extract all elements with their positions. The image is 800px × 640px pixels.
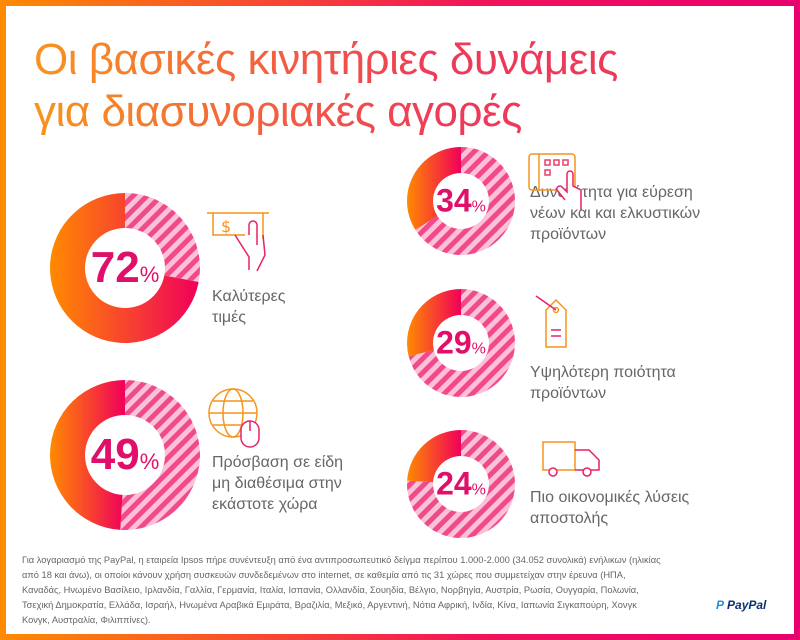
percent-value: 34 xyxy=(436,182,472,219)
percent-unit: % xyxy=(471,340,486,358)
driver-label-line: τιμές xyxy=(212,309,246,326)
paypal-logo-text: PayPal xyxy=(727,598,767,612)
driver-label-line: προϊόντων xyxy=(530,385,607,402)
driver-label-line: Πρόσβαση σε είδη xyxy=(212,454,344,471)
paypal-logo-icon: P xyxy=(716,598,725,612)
donut-segment xyxy=(49,193,199,344)
price-tag-icon xyxy=(535,295,567,348)
driver-label: Υψηλότερη ποιότητα προϊόντων xyxy=(530,362,676,404)
driver-label: Καλύτερες τιμές xyxy=(212,286,286,328)
driver-label-line: Καλύτερες xyxy=(212,288,286,305)
percent-unit: % xyxy=(139,449,160,474)
delivery-truck-icon xyxy=(542,441,600,477)
driver-label-line: Υψηλότερη ποιότητα xyxy=(530,364,676,381)
percent-value: 24 xyxy=(436,465,472,502)
percent-unit: % xyxy=(471,198,486,216)
donut-segment xyxy=(407,430,461,483)
hand-holding-dollar-card-icon: $ xyxy=(207,212,269,272)
percent-label: 72% xyxy=(91,243,160,293)
percent-value: 72 xyxy=(90,243,140,292)
footnote: Για λογαριασμό της PayPal, η εταιρεία Ip… xyxy=(22,555,661,625)
donut-remainder xyxy=(415,147,516,255)
globe-mouse-icon xyxy=(208,388,260,448)
donut-remainder xyxy=(408,289,515,398)
tablet-touch-icon xyxy=(528,153,582,210)
donut-remainder xyxy=(407,430,516,538)
driver-label-line: Πιο οικονομικές λύσεις xyxy=(530,489,690,506)
driver-label: Πρόσβαση σε είδη μη διαθέσιμα στην εκάστοτ… xyxy=(212,452,343,515)
donut-segment xyxy=(407,147,461,230)
percent-label: 24% xyxy=(436,466,486,503)
percent-value: 49 xyxy=(90,430,140,479)
driver-label-line: μη διαθέσιμα στην xyxy=(212,475,342,492)
percent-label: 29% xyxy=(436,325,486,362)
percent-label: 49% xyxy=(91,430,160,480)
driver-label-line: προϊόντων xyxy=(530,226,607,243)
driver-label: Πιο οικονομικές λύσεις αποστολής xyxy=(530,487,689,529)
donut-segment xyxy=(406,289,461,357)
donut-remainder xyxy=(125,193,200,283)
driver-label-line: νέων και και ελκυστικών xyxy=(530,205,701,222)
percent-value: 29 xyxy=(436,324,472,361)
percent-unit: % xyxy=(471,481,486,499)
percent-unit: % xyxy=(139,262,160,287)
donut-segment xyxy=(49,380,125,530)
percent-label: 34% xyxy=(436,183,486,220)
driver-label-line: αποστολής xyxy=(530,510,609,527)
donut-remainder xyxy=(120,380,200,530)
svg-text:$: $ xyxy=(221,217,231,236)
paypal-logo: P PayPal xyxy=(716,598,766,612)
driver-label-line: εκάστοτε χώρα xyxy=(212,496,318,513)
